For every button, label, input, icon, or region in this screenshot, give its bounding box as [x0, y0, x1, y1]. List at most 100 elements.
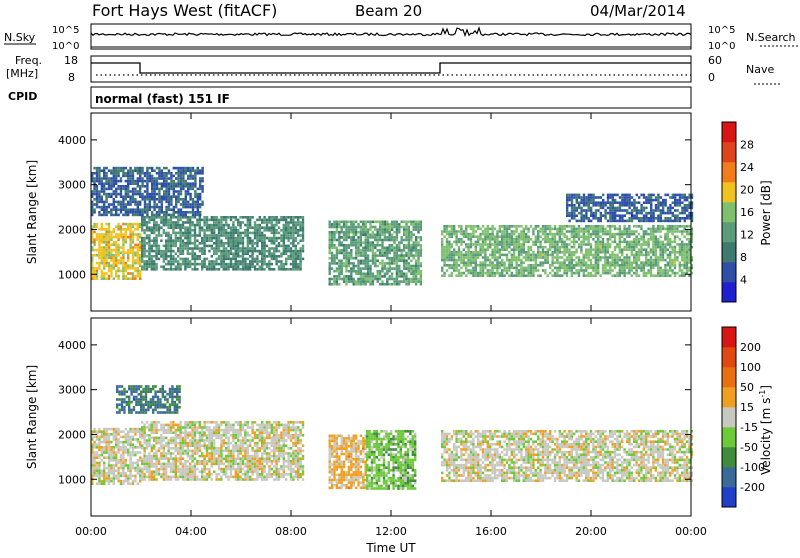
- power-cell: [518, 254, 520, 257]
- power-cell: [105, 180, 107, 183]
- power-cell: [158, 258, 160, 261]
- power-cell: [389, 265, 391, 268]
- power-cell: [108, 231, 110, 234]
- power-cell: [599, 246, 601, 249]
- power-cell: [621, 196, 623, 199]
- power-cell: [194, 172, 196, 175]
- power-cell: [189, 239, 191, 242]
- power-cell: [443, 235, 445, 238]
- power-cell: [247, 232, 249, 235]
- power-cell: [448, 246, 450, 249]
- power-cell: [676, 259, 678, 262]
- power-cell: [283, 247, 285, 250]
- power-cell: [218, 242, 220, 245]
- power-cell: [98, 177, 100, 180]
- power-cell: [199, 193, 201, 196]
- power-cell: [652, 214, 654, 217]
- power-cell: [185, 182, 187, 185]
- power-cell: [187, 250, 189, 253]
- power-cell: [525, 233, 527, 236]
- velocity-cell: [103, 472, 105, 475]
- power-cell: [650, 212, 652, 215]
- power-cell: [568, 256, 570, 259]
- power-cell: [108, 241, 110, 244]
- power-cell: [417, 252, 419, 255]
- power-cell: [511, 272, 513, 275]
- power-cell: [467, 246, 469, 249]
- power-cell: [491, 274, 493, 277]
- power-cell: [290, 247, 292, 250]
- power-cell: [117, 185, 119, 188]
- velocity-cell: [96, 462, 98, 465]
- power-cell: [175, 216, 177, 219]
- power-cell: [345, 262, 347, 265]
- power-cell: [662, 209, 664, 212]
- power-cell: [650, 256, 652, 259]
- power-cell: [259, 229, 261, 232]
- power-cell: [679, 204, 681, 207]
- power-cell: [372, 247, 374, 250]
- power-cell: [120, 208, 122, 211]
- power-cell: [578, 207, 580, 210]
- power-cell: [588, 199, 590, 202]
- power-cell: [350, 254, 352, 257]
- power-cell: [539, 228, 541, 231]
- power-cell: [151, 175, 153, 178]
- power-cell: [285, 250, 287, 253]
- power-cell: [125, 193, 127, 196]
- power-cell: [117, 225, 119, 228]
- power-cell: [158, 208, 160, 211]
- power-cell: [664, 228, 666, 231]
- power-cell: [144, 206, 146, 209]
- power-cell: [674, 254, 676, 257]
- power-cell: [134, 275, 136, 278]
- power-cell: [103, 228, 105, 231]
- power-cell: [609, 246, 611, 249]
- power-cell: [199, 180, 201, 183]
- power-cell: [117, 254, 119, 257]
- velocity-cell: [93, 467, 95, 470]
- power-cell: [669, 264, 671, 267]
- power-cell: [640, 220, 642, 223]
- power-cell: [386, 267, 388, 270]
- power-region: [329, 221, 423, 286]
- power-cell: [635, 267, 637, 270]
- power-cell: [551, 259, 553, 262]
- power-cell: [98, 251, 100, 254]
- power-cell: [170, 208, 172, 211]
- power-cell: [455, 241, 457, 244]
- power-cell: [655, 264, 657, 267]
- power-cell: [165, 258, 167, 261]
- power-cell: [568, 261, 570, 264]
- power-cell: [203, 260, 205, 263]
- power-cell: [175, 268, 177, 271]
- power-cell: [353, 270, 355, 273]
- power-cell: [165, 193, 167, 196]
- power-cell: [156, 177, 158, 180]
- power-cell: [261, 263, 263, 266]
- power-cell: [165, 177, 167, 180]
- power-cell: [333, 278, 335, 281]
- power-cell: [153, 268, 155, 271]
- power-cell: [127, 190, 129, 193]
- power-cell: [113, 241, 115, 244]
- power-cell: [192, 188, 194, 191]
- power-cell: [132, 177, 134, 180]
- power-cell: [103, 246, 105, 249]
- power-cell: [263, 239, 265, 242]
- velocity-cell: [108, 449, 110, 452]
- power-cell: [532, 259, 534, 262]
- power-cell: [674, 204, 676, 207]
- power-cell: [659, 269, 661, 272]
- power-cell: [127, 172, 129, 175]
- power-cell: [674, 264, 676, 267]
- power-cell: [559, 235, 561, 238]
- power-cell: [113, 180, 115, 183]
- power-cell: [650, 194, 652, 197]
- power-cell: [113, 259, 115, 262]
- power-cell: [494, 241, 496, 244]
- power-cell: [96, 177, 98, 180]
- power-cell: [530, 256, 532, 259]
- power-cell: [230, 245, 232, 248]
- power-cell: [671, 269, 673, 272]
